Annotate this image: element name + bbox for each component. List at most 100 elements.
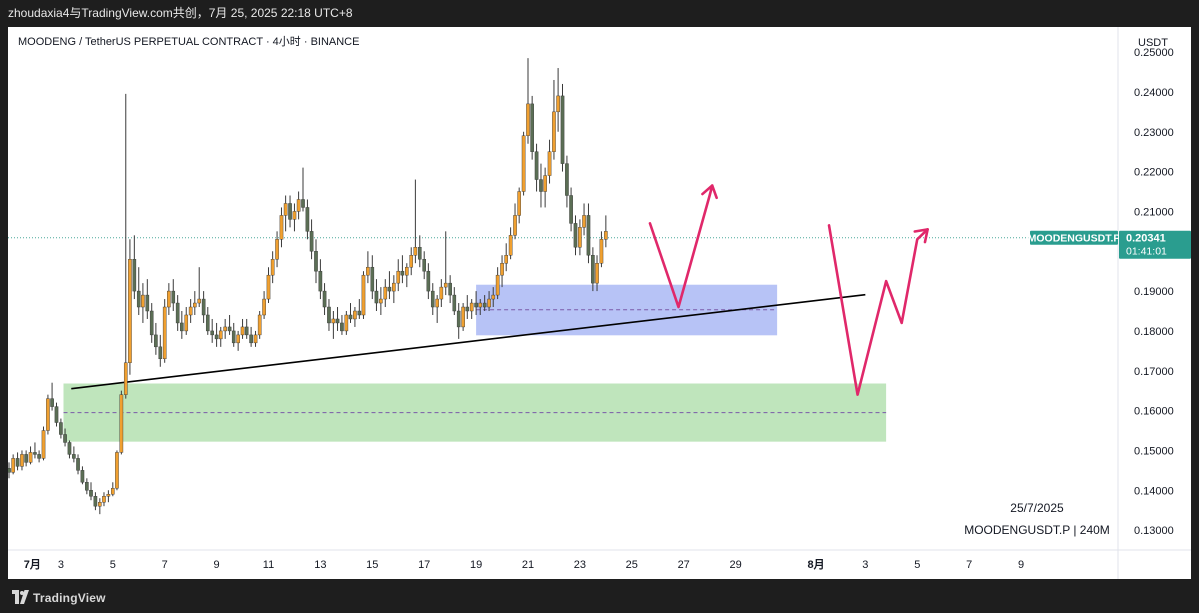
candle-body xyxy=(318,270,323,292)
candle-body xyxy=(205,314,210,332)
projection-arrow-1 xyxy=(648,184,714,309)
candle xyxy=(59,418,63,439)
candle-body xyxy=(132,259,137,292)
candle xyxy=(149,303,154,343)
candle-body xyxy=(119,394,124,453)
candle xyxy=(67,440,72,459)
candle xyxy=(214,322,219,347)
candle-body xyxy=(314,251,318,272)
candle xyxy=(396,259,401,292)
candle xyxy=(569,187,573,232)
candle xyxy=(456,303,461,339)
candle xyxy=(50,382,54,411)
candle-body xyxy=(240,326,245,336)
time-tick-label: 5 xyxy=(914,559,920,571)
candle xyxy=(15,452,20,471)
candle xyxy=(180,311,184,339)
candle xyxy=(578,219,582,256)
candle-body xyxy=(106,494,111,497)
candle xyxy=(487,291,491,312)
candle xyxy=(517,187,521,224)
candle xyxy=(123,93,128,399)
candle-body xyxy=(361,274,366,316)
candle-body xyxy=(72,454,76,459)
candle-body xyxy=(409,255,414,268)
chart-frame[interactable]: MOODENG / TetherUS PERPETUAL CONTRACT · … xyxy=(7,27,1191,579)
candle-body xyxy=(128,259,132,363)
time-tick-label: 3 xyxy=(58,559,64,571)
candle xyxy=(318,259,323,300)
candle-body xyxy=(565,163,569,196)
candle-body xyxy=(279,215,284,240)
candle-body xyxy=(357,310,362,316)
candle-body xyxy=(586,215,591,256)
candle xyxy=(439,279,444,308)
candle-body xyxy=(37,454,41,459)
candle xyxy=(322,283,327,315)
time-tick-label: 15 xyxy=(366,559,378,571)
candle-body xyxy=(578,227,582,248)
candle xyxy=(33,442,37,459)
candle-body xyxy=(76,458,80,471)
candle-body xyxy=(413,247,418,256)
candle-body xyxy=(141,294,145,308)
candle-body xyxy=(396,270,401,284)
candle-body xyxy=(283,203,288,216)
candle-body xyxy=(340,322,344,332)
candlestick-chart[interactable]: MOODENG / TetherUS PERPETUAL CONTRACT · … xyxy=(7,27,1191,579)
candle-body xyxy=(539,179,543,192)
candle-body xyxy=(288,203,292,220)
candle-body xyxy=(149,310,154,336)
candle-body xyxy=(591,255,595,284)
candle xyxy=(465,295,470,319)
candle-body xyxy=(443,282,448,288)
candle-body xyxy=(374,290,379,304)
candle xyxy=(11,454,15,475)
candle-body xyxy=(422,259,427,272)
candle-body xyxy=(98,502,102,507)
price-tick-label: 0.21000 xyxy=(1134,206,1174,218)
candle-body xyxy=(461,306,465,328)
candle-body xyxy=(305,207,310,232)
candle xyxy=(184,307,189,335)
candle xyxy=(305,199,310,240)
green-zone xyxy=(63,383,887,442)
candle-body xyxy=(482,302,487,308)
candle xyxy=(283,195,288,232)
candle xyxy=(98,498,102,515)
candle xyxy=(392,275,396,304)
candle xyxy=(314,239,318,284)
candle xyxy=(296,191,301,220)
candle-body xyxy=(417,247,422,260)
candle-body xyxy=(322,290,327,308)
candle xyxy=(257,311,262,339)
candle xyxy=(361,271,366,319)
candle xyxy=(223,318,227,339)
time-tick-label: 29 xyxy=(729,559,741,571)
candle xyxy=(301,167,305,212)
candle-body xyxy=(214,334,219,340)
projection-arrowhead-2 xyxy=(913,228,929,244)
price-tick-label: 0.19000 xyxy=(1134,286,1174,298)
candle xyxy=(119,390,124,455)
support-trendline xyxy=(71,293,866,390)
chart-title: MOODENG / TetherUS PERPETUAL CONTRACT · … xyxy=(18,35,359,48)
candle-body xyxy=(257,314,262,336)
candle xyxy=(141,283,145,323)
candle-body xyxy=(327,306,331,324)
time-tick-label: 23 xyxy=(574,559,586,571)
candle-body xyxy=(439,286,444,300)
candle-body xyxy=(231,330,236,344)
candle-body xyxy=(573,223,578,248)
candle-body xyxy=(456,310,461,328)
candle xyxy=(400,255,405,284)
candle-body xyxy=(249,334,253,344)
candle xyxy=(534,143,539,192)
candle xyxy=(582,203,586,236)
candle xyxy=(54,402,59,427)
candle-body xyxy=(595,263,599,284)
candle xyxy=(422,251,427,280)
candle-body xyxy=(353,310,357,320)
candle xyxy=(154,322,158,355)
candle xyxy=(158,334,163,367)
